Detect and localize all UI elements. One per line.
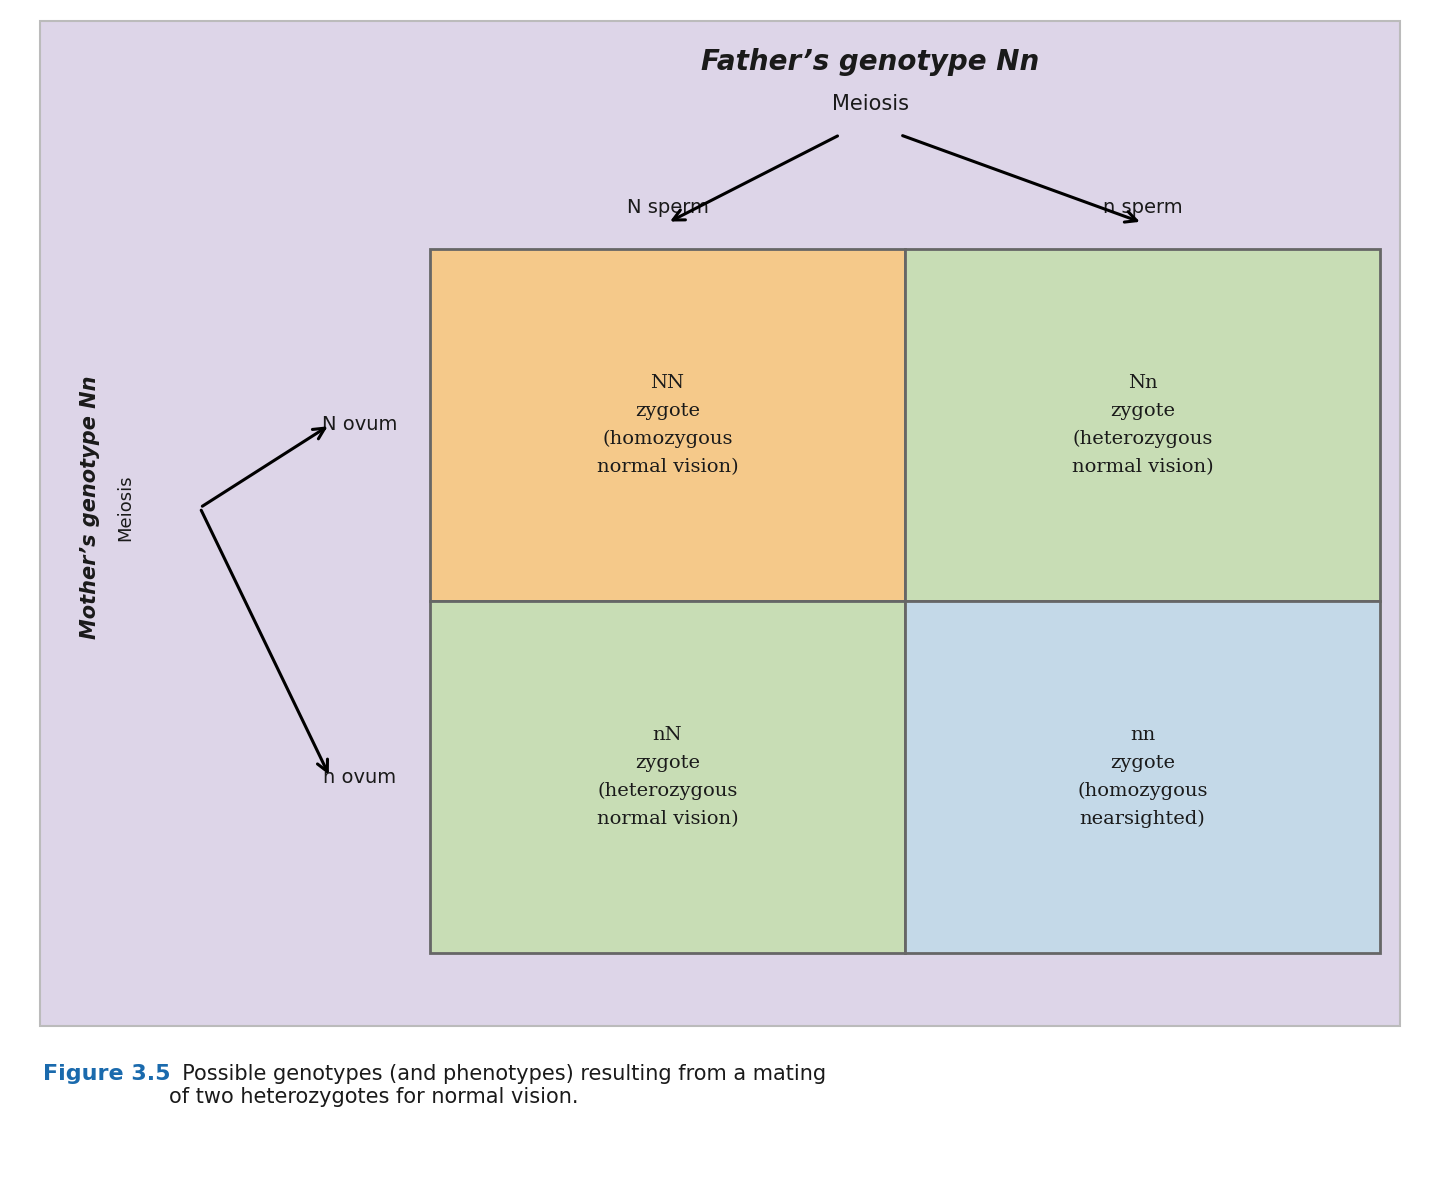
Bar <box>431 601 904 953</box>
Text: Nn
zygote
(heterozygous
normal vision): Nn zygote (heterozygous normal vision) <box>1071 374 1214 475</box>
Bar <box>904 249 1380 601</box>
Text: n ovum: n ovum <box>324 768 396 786</box>
Bar <box>904 601 1380 953</box>
Text: N ovum: N ovum <box>323 416 397 435</box>
Text: N sperm: N sperm <box>626 198 708 217</box>
Text: Figure 3.5: Figure 3.5 <box>43 1064 171 1084</box>
Bar <box>431 249 904 601</box>
Text: NN
zygote
(homozygous
normal vision): NN zygote (homozygous normal vision) <box>596 374 739 475</box>
Text: Mother’s genotype Nn: Mother’s genotype Nn <box>81 376 99 640</box>
Text: n sperm: n sperm <box>1103 198 1182 217</box>
Text: Meiosis: Meiosis <box>117 474 134 541</box>
Text: Father’s genotype Nn: Father’s genotype Nn <box>701 48 1040 76</box>
Text: Meiosis: Meiosis <box>831 94 909 113</box>
Text: Possible genotypes (and phenotypes) resulting from a mating
of two heterozygotes: Possible genotypes (and phenotypes) resu… <box>168 1064 827 1106</box>
Text: nN
zygote
(heterozygous
normal vision): nN zygote (heterozygous normal vision) <box>596 727 739 828</box>
Text: nn
zygote
(homozygous
nearsighted): nn zygote (homozygous nearsighted) <box>1077 727 1208 828</box>
